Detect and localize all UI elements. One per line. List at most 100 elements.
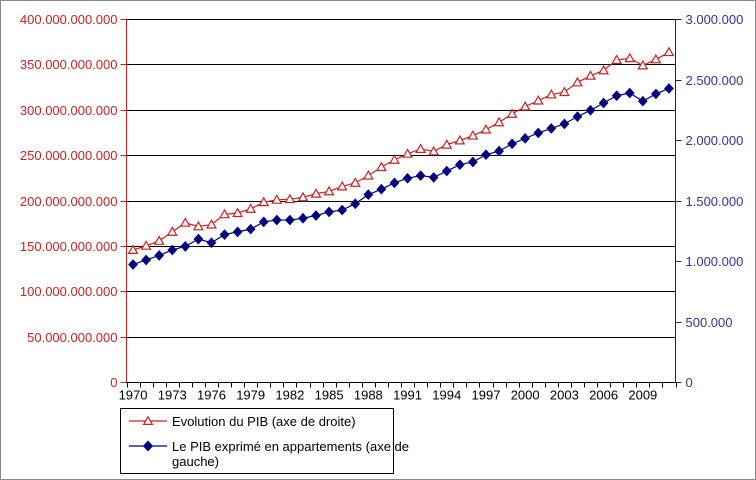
series-marker-diamond: [441, 165, 452, 177]
series-marker-diamond: [285, 214, 295, 226]
x-axis-tick-label: 1985: [315, 388, 344, 403]
series-marker-triangle: [598, 64, 610, 75]
series-marker-diamond: [533, 127, 544, 139]
left-axis-tick-label: 100.000.000.000: [20, 284, 118, 299]
series-marker-diamond: [298, 212, 308, 224]
series-marker-triangle: [166, 226, 178, 236]
series-marker-diamond: [311, 210, 321, 221]
legend-swatch-appartements: [128, 439, 172, 455]
series-marker-diamond: [468, 156, 478, 168]
series-marker-triangle: [127, 244, 139, 255]
series-marker-diamond: [598, 97, 609, 109]
series-marker-triangle: [349, 177, 361, 187]
x-axis-tick-label: 1976: [197, 388, 226, 403]
series-marker-triangle: [545, 88, 557, 99]
series-marker-diamond: [271, 214, 282, 226]
left-axis-tick-label: 250.000.000.000: [20, 148, 118, 163]
series-marker-diamond: [611, 90, 622, 102]
series-marker-diamond: [258, 216, 269, 228]
series-marker-triangle: [454, 134, 466, 145]
left-axis-tick-label: 150.000.000.000: [20, 239, 118, 254]
series-marker-triangle: [219, 208, 230, 219]
series-marker-triangle: [532, 94, 544, 105]
x-axis-tick-label: 1970: [119, 388, 148, 403]
series-marker-triangle: [402, 148, 413, 158]
right-axis-tick-label: 0: [686, 375, 693, 390]
left-axis-tick-label: 50.000.000.000: [27, 330, 117, 345]
series-marker-triangle: [362, 169, 374, 180]
x-axis-tick-label: 1994: [432, 388, 461, 403]
series-marker-triangle: [232, 207, 244, 218]
series-marker-triangle: [611, 54, 623, 65]
series-marker-diamond: [585, 104, 596, 116]
x-axis-tick-label: 2003: [550, 388, 579, 403]
series-marker-diamond: [664, 83, 674, 94]
series-marker-diamond: [180, 241, 191, 252]
series-marker-triangle: [428, 145, 440, 156]
series-line-pib: [132, 51, 670, 251]
series-marker-triangle: [271, 194, 283, 204]
legend-label-appartements-line1: Le PIB exprimé en appartements (axe de: [172, 439, 410, 454]
series-marker-diamond: [520, 133, 531, 144]
x-axis-tick-label: 1988: [354, 388, 383, 403]
series-marker-diamond: [389, 177, 400, 189]
series-marker-triangle: [153, 235, 165, 245]
series-marker-triangle: [519, 100, 531, 111]
series-marker-diamond: [481, 149, 491, 161]
series-marker-triangle: [663, 46, 675, 57]
series-marker-diamond: [376, 183, 387, 195]
series-marker-diamond: [559, 118, 570, 130]
left-axis-tick-label: 0: [110, 375, 117, 390]
x-axis-tick-label: 2006: [589, 388, 618, 403]
series-marker-triangle: [415, 143, 427, 153]
series-marker-triangle: [441, 139, 453, 149]
series-marker-triangle: [258, 196, 270, 207]
series-marker-triangle: [297, 191, 309, 202]
series-marker-diamond: [219, 229, 230, 240]
series-marker-diamond: [324, 206, 334, 218]
left-axis-tick-label: 350.000.000.000: [20, 57, 118, 72]
left-axis-tick-label: 400.000.000.000: [20, 12, 118, 27]
series-marker-diamond: [507, 138, 517, 150]
series-marker-triangle: [323, 185, 335, 196]
x-axis-tick-label: 2000: [511, 388, 540, 403]
series-marker-diamond: [363, 189, 374, 200]
series-marker-triangle: [284, 193, 296, 204]
legend: Evolution du PIB (axe de droite) Le PIB …: [120, 408, 409, 474]
series-marker-triangle: [206, 218, 217, 229]
series-marker-triangle: [637, 59, 649, 70]
series-marker-triangle: [493, 116, 505, 127]
series-marker-diamond: [402, 172, 413, 184]
legend-label-pib: Evolution du PIB (axe de droite): [172, 414, 356, 429]
series-marker-triangle: [336, 180, 348, 191]
x-axis-tick-label: 2009: [628, 388, 657, 403]
series-marker-diamond: [193, 233, 204, 245]
x-axis-tick-label: 1982: [275, 388, 304, 403]
right-axis-tick-label: 3.000.000: [686, 12, 744, 27]
x-axis-tick-label: 1997: [472, 388, 501, 403]
right-axis-tick-label: 1.500.000: [686, 194, 744, 209]
x-axis-tick-label: 1973: [158, 388, 187, 403]
legend-label-appartements-line2: gauche): [172, 454, 219, 469]
series-marker-diamond: [637, 95, 648, 107]
series-marker-diamond: [546, 123, 557, 134]
series-marker-diamond: [232, 226, 243, 238]
series-marker-triangle: [585, 70, 596, 80]
right-axis-tick-label: 2.500.000: [686, 73, 744, 88]
series-marker-diamond: [206, 237, 217, 249]
right-axis-tick-label: 1.000.000: [686, 254, 744, 269]
x-axis-tick-label: 1991: [393, 388, 422, 403]
left-axis-tick-label: 200.000.000.000: [20, 194, 118, 209]
series-marker-triangle: [467, 130, 479, 140]
legend-swatch-pib: [128, 414, 172, 430]
legend-marker-diamond-icon: [129, 440, 167, 452]
series-marker-diamond: [572, 111, 583, 122]
series-marker-triangle: [650, 53, 662, 64]
legend-label-appartements: Le PIB exprimé en appartements (axe de g…: [172, 439, 409, 469]
series-marker-triangle: [389, 154, 400, 164]
series-marker-diamond: [167, 244, 178, 256]
series-marker-diamond: [415, 170, 426, 181]
series-marker-triangle: [140, 240, 152, 250]
